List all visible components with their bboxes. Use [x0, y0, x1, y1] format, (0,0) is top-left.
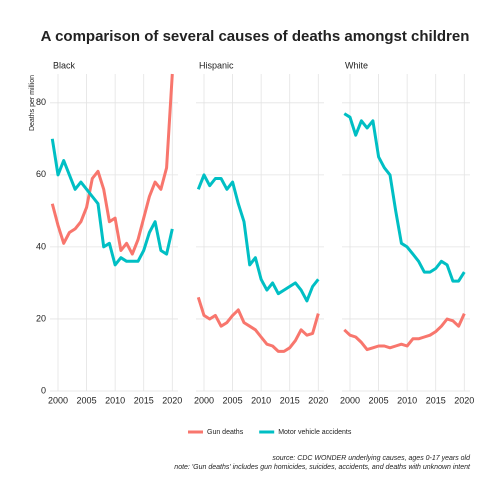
y-axis-label: Deaths per million [29, 75, 36, 131]
legend-label: Motor vehicle accidents [278, 429, 352, 436]
x-tick-label: 2005 [77, 395, 97, 405]
y-tick-label: 80 [36, 97, 46, 107]
caption-note: note: 'Gun deaths' includes gun homicide… [174, 464, 471, 471]
x-tick-label: 2015 [280, 395, 300, 405]
facet-title: White [345, 60, 368, 70]
x-tick-label: 2000 [194, 395, 214, 405]
x-tick-label: 2020 [162, 395, 182, 405]
line [50, 138, 174, 267]
x-tick-label: 2010 [397, 395, 417, 405]
legend-label: Gun deaths [207, 429, 244, 436]
line [196, 296, 320, 353]
caption-source: source: CDC WONDER underlying causes, ag… [272, 455, 471, 462]
y-tick-label: 40 [36, 241, 46, 251]
x-tick-label: 2005 [223, 395, 243, 405]
facet-title: Black [53, 60, 76, 70]
facet-title: Hispanic [199, 60, 234, 70]
line [196, 173, 320, 303]
chart-title: A comparison of several causes of deaths… [41, 28, 470, 45]
line [343, 312, 466, 352]
x-tick-label: 2010 [251, 395, 271, 405]
y-tick-label: 0 [41, 385, 46, 395]
y-tick-label: 20 [36, 313, 46, 323]
x-tick-label: 2005 [369, 395, 389, 405]
line [50, 73, 174, 256]
line [343, 112, 466, 283]
x-tick-label: 2015 [426, 395, 446, 405]
x-tick-label: 2015 [134, 395, 154, 405]
x-tick-label: 2000 [340, 395, 360, 405]
y-tick-label: 60 [36, 169, 46, 179]
x-tick-label: 2020 [308, 395, 328, 405]
x-tick-label: 2010 [105, 395, 125, 405]
x-tick-label: 2020 [454, 395, 474, 405]
x-tick-label: 2000 [48, 395, 68, 405]
